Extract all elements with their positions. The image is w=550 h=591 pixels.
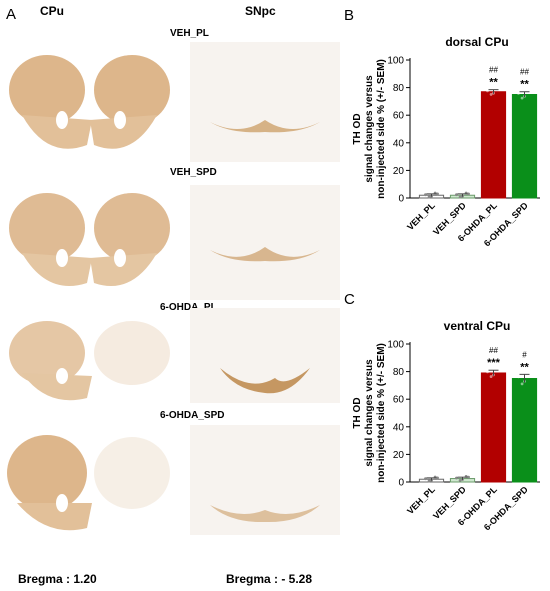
data-point	[467, 475, 470, 479]
data-point	[458, 195, 462, 199]
data-point	[467, 192, 470, 196]
data-point	[529, 90, 532, 94]
y-tick-label: 20	[393, 166, 405, 177]
data-point	[455, 193, 458, 197]
y-axis-label-line: signal changes versus	[364, 75, 375, 183]
data-point	[458, 478, 462, 482]
y-tick-label: 40	[393, 138, 405, 149]
group-label-veh-spd: VEH_SPD	[170, 167, 217, 178]
y-tick-label: 40	[393, 422, 405, 433]
y-axis-label-line: non-injected side % (+/- SEM)	[376, 343, 387, 483]
bar-6-ohda-pl	[480, 91, 507, 199]
significance-hash: ##	[489, 66, 498, 75]
significance-hash: ##	[520, 68, 529, 77]
cpu-section-veh-pl	[9, 55, 170, 149]
y-tick-label: 80	[393, 83, 405, 94]
y-tick-label: 100	[387, 340, 404, 351]
bregma-label-snpc: Bregma : - 5.28	[226, 572, 313, 586]
column-header-snpc: SNpc	[245, 4, 276, 18]
y-tick-label: 60	[393, 395, 405, 406]
data-point	[526, 88, 530, 92]
cpu-section-6ohda-spd	[7, 435, 170, 531]
y-tick-label: 0	[398, 478, 404, 489]
significance-star: ***	[487, 357, 501, 369]
data-point	[427, 479, 431, 483]
bregma-label-cpu: Bregma : 1.20	[18, 572, 97, 586]
y-axis-label-line: TH OD	[352, 113, 363, 144]
data-point	[486, 89, 489, 93]
data-point	[455, 476, 458, 480]
significance-hash: #	[522, 350, 527, 359]
data-point	[517, 375, 520, 379]
data-point	[526, 370, 530, 374]
y-tick-label: 100	[387, 56, 404, 67]
panel-letter-c: C	[344, 291, 355, 308]
group-label-veh-pl: VEH_PL	[170, 28, 209, 39]
panel-letter-b: B	[344, 7, 354, 24]
snpc-section-6ohda-spd	[190, 425, 340, 535]
x-tick-label: VEH_PL	[405, 200, 437, 232]
chart-title: dorsal CPu	[445, 35, 508, 49]
data-point	[498, 88, 501, 92]
data-point	[489, 93, 493, 96]
x-tick-label: VEH_PL	[405, 484, 437, 516]
data-point	[495, 87, 499, 90]
data-point	[424, 477, 427, 481]
bar-6-ohda-spd	[511, 378, 538, 483]
data-point	[436, 192, 439, 196]
data-point	[495, 367, 499, 370]
significance-hash: ##	[489, 346, 498, 355]
data-point	[424, 193, 427, 197]
column-header-cpu: CPu	[40, 4, 64, 18]
y-tick-label: 60	[393, 111, 405, 122]
snpc-section-veh-spd	[190, 185, 340, 300]
data-point	[529, 372, 532, 376]
y-tick-label: 80	[393, 367, 405, 378]
significance-star: **	[520, 79, 529, 91]
cpu-section-veh-spd	[9, 193, 170, 287]
y-axis-label-line: TH OD	[352, 397, 363, 428]
snpc-section-veh-pl	[190, 42, 340, 162]
data-point	[520, 96, 524, 100]
cpu-section-6ohda-pl	[9, 321, 170, 401]
significance-star: **	[489, 77, 498, 89]
data-point	[489, 375, 493, 378]
bar-6-ohda-pl	[480, 372, 507, 483]
y-axis-label-line: non-injected side % (+/- SEM)	[376, 59, 387, 199]
y-tick-label: 20	[393, 450, 405, 461]
significance-star: **	[520, 361, 529, 373]
chart-title: ventral CPu	[444, 319, 511, 333]
group-label-6ohda-spd: 6-OHDA_SPD	[160, 410, 225, 421]
y-axis-label-line: signal changes versus	[364, 359, 375, 467]
data-point	[436, 476, 439, 480]
data-point	[486, 370, 489, 374]
y-tick-label: 0	[398, 194, 404, 205]
data-point	[498, 368, 501, 372]
snpc-section-6ohda-pl	[190, 308, 340, 403]
group-label-6ohda-pl: 6-OHDA_PL	[160, 302, 217, 313]
bar-6-ohda-spd	[511, 94, 538, 199]
panel-letter-a: A	[6, 6, 17, 23]
data-point	[520, 382, 524, 386]
data-point	[427, 195, 431, 199]
data-point	[517, 91, 520, 95]
